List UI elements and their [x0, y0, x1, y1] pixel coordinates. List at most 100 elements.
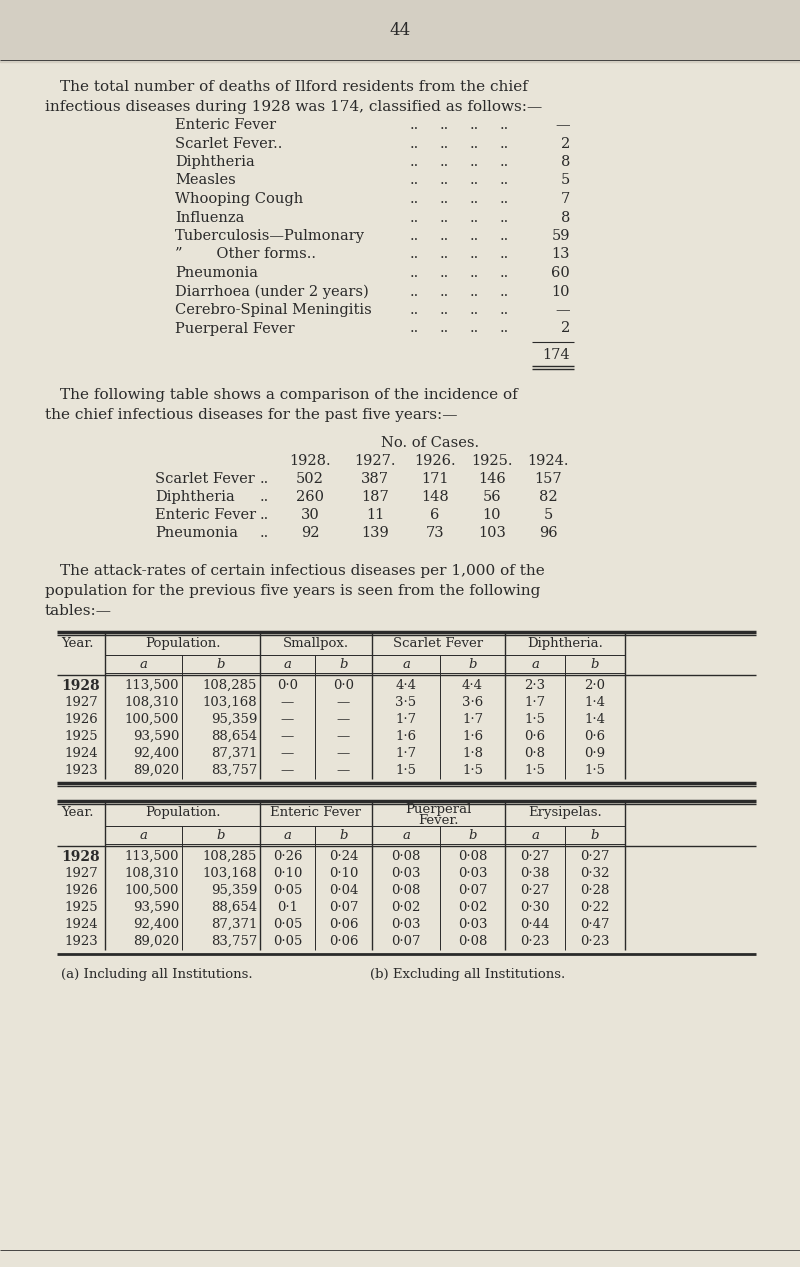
Text: b: b [339, 658, 348, 672]
Text: ..: .. [410, 193, 419, 207]
Text: 0·23: 0·23 [580, 935, 610, 948]
Text: ..: .. [500, 266, 510, 280]
Text: 1·7: 1·7 [525, 696, 546, 710]
Text: 87,371: 87,371 [210, 748, 257, 760]
Text: 0·05: 0·05 [273, 884, 302, 897]
Text: 1·4: 1·4 [585, 713, 606, 726]
Text: —: — [281, 696, 294, 710]
Text: 139: 139 [361, 526, 389, 540]
Text: 0·0: 0·0 [333, 679, 354, 692]
Text: ..: .. [470, 229, 479, 243]
Text: Diphtheria.: Diphtheria. [527, 637, 603, 650]
Text: 0·28: 0·28 [580, 884, 610, 897]
Text: 1·6: 1·6 [395, 730, 417, 742]
Text: a: a [531, 658, 539, 672]
Text: 8: 8 [561, 155, 570, 169]
Text: a: a [531, 829, 539, 843]
Text: (a) Including all Institutions.: (a) Including all Institutions. [61, 968, 253, 981]
Text: 87,371: 87,371 [210, 919, 257, 931]
Text: —: — [281, 748, 294, 760]
Text: 0·07: 0·07 [329, 901, 358, 914]
Text: 1·7: 1·7 [395, 748, 417, 760]
Text: Enteric Fever: Enteric Fever [270, 806, 362, 818]
Text: 1927: 1927 [64, 867, 98, 881]
Text: 0·26: 0·26 [273, 850, 302, 863]
Text: 10: 10 [551, 285, 570, 299]
Text: 0·08: 0·08 [391, 850, 421, 863]
Text: ..: .. [470, 285, 479, 299]
Text: 1927: 1927 [64, 696, 98, 710]
Text: ..: .. [410, 266, 419, 280]
Text: 0·30: 0·30 [520, 901, 550, 914]
Text: 0·08: 0·08 [391, 884, 421, 897]
Text: Scarlet Fever: Scarlet Fever [155, 473, 254, 487]
Text: 0·47: 0·47 [580, 919, 610, 931]
Text: (b) Excluding all Institutions.: (b) Excluding all Institutions. [370, 968, 566, 981]
Text: ..: .. [470, 210, 479, 224]
Text: 1923: 1923 [64, 935, 98, 948]
Text: 187: 187 [361, 490, 389, 504]
Text: 0·08: 0·08 [458, 935, 487, 948]
Text: 1925.: 1925. [471, 454, 513, 468]
Text: tables:—: tables:— [45, 604, 112, 618]
Text: Year.: Year. [61, 637, 94, 650]
Text: 0·07: 0·07 [391, 935, 421, 948]
Text: 1928: 1928 [62, 679, 100, 693]
Text: Population.: Population. [145, 637, 220, 650]
Text: 1928: 1928 [62, 850, 100, 864]
Text: ..: .. [440, 174, 450, 188]
Text: 108,310: 108,310 [125, 696, 179, 710]
Text: Pneumonia: Pneumonia [175, 266, 258, 280]
Text: —: — [337, 748, 350, 760]
Text: 1·8: 1·8 [462, 748, 483, 760]
Text: b: b [468, 658, 477, 672]
Text: 8: 8 [561, 210, 570, 224]
Text: 0·6: 0·6 [585, 730, 606, 742]
Text: ..: .. [440, 193, 450, 207]
Text: Tuberculosis—Pulmonary: Tuberculosis—Pulmonary [175, 229, 365, 243]
Text: ..: .. [410, 322, 419, 336]
Text: 174: 174 [542, 348, 570, 362]
Text: 0·03: 0·03 [391, 919, 421, 931]
Text: —: — [555, 118, 570, 132]
Text: ..: .. [470, 193, 479, 207]
Text: Smallpox.: Smallpox. [283, 637, 349, 650]
Text: ..: .. [440, 266, 450, 280]
Text: ..: .. [500, 155, 510, 169]
Text: 260: 260 [296, 490, 324, 504]
Text: ..: .. [470, 266, 479, 280]
Text: 5: 5 [561, 174, 570, 188]
Text: 0·8: 0·8 [525, 748, 546, 760]
Text: 56: 56 [482, 490, 502, 504]
Bar [0, 0, 800, 62]
Text: 0·07: 0·07 [458, 884, 487, 897]
Text: 1·7: 1·7 [395, 713, 417, 726]
Text: ..: .. [470, 247, 479, 261]
Text: 1·5: 1·5 [585, 764, 606, 777]
Text: ..: .. [410, 210, 419, 224]
Text: ..: .. [440, 229, 450, 243]
Text: 0·27: 0·27 [520, 850, 550, 863]
Text: Pneumonia: Pneumonia [155, 526, 238, 540]
Text: 1923: 1923 [64, 764, 98, 777]
Text: a: a [283, 829, 291, 843]
Text: 0·02: 0·02 [458, 901, 487, 914]
Text: Diphtheria: Diphtheria [155, 490, 234, 504]
Text: Diphtheria: Diphtheria [175, 155, 254, 169]
Text: 0·9: 0·9 [585, 748, 606, 760]
Text: 5: 5 [543, 508, 553, 522]
Text: 103,168: 103,168 [202, 696, 257, 710]
Text: ..: .. [410, 285, 419, 299]
Text: 1·5: 1·5 [395, 764, 417, 777]
Text: ..: .. [440, 210, 450, 224]
Text: 1·5: 1·5 [525, 713, 546, 726]
Text: 2: 2 [561, 137, 570, 151]
Text: 148: 148 [421, 490, 449, 504]
Text: 0·27: 0·27 [580, 850, 610, 863]
Text: ..: .. [440, 155, 450, 169]
Text: ..: .. [410, 137, 419, 151]
Text: ..: .. [470, 155, 479, 169]
Text: Year.: Year. [61, 806, 94, 818]
Text: 100,500: 100,500 [125, 713, 179, 726]
Text: 1924: 1924 [64, 748, 98, 760]
